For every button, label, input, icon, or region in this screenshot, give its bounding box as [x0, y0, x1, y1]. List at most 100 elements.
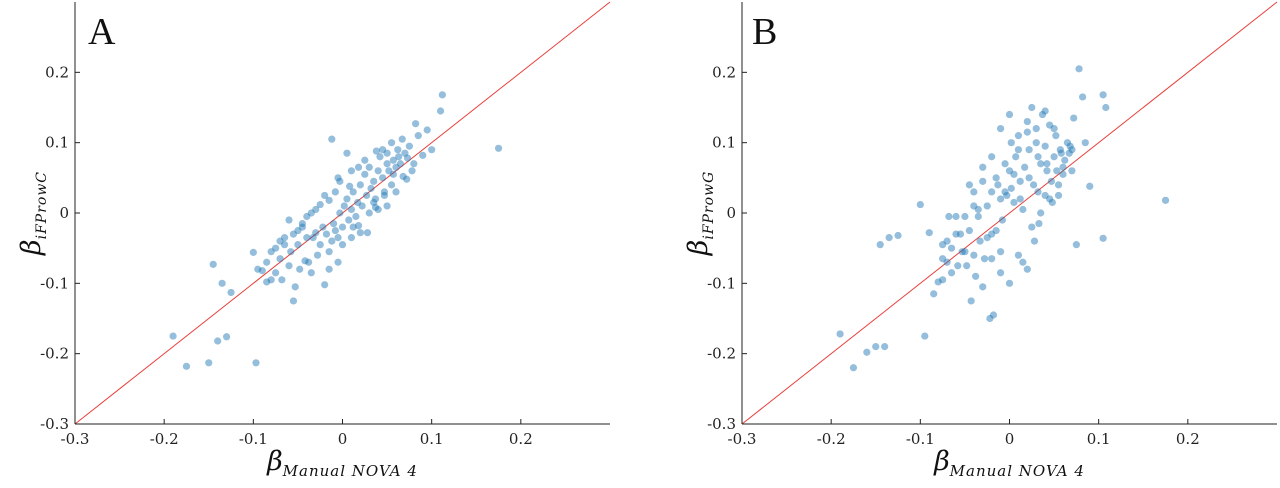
data-point [947, 269, 956, 277]
data-point [394, 146, 402, 154]
data-point [943, 258, 951, 266]
x-tick-label: -0.1 [906, 430, 935, 448]
data-point [1068, 167, 1076, 175]
data-point [983, 234, 991, 242]
data-point [316, 241, 324, 249]
data-point [336, 209, 344, 217]
data-point [1079, 93, 1087, 101]
data-point [307, 209, 315, 217]
data-point [313, 251, 322, 259]
y-tick-label: 0.1 [712, 134, 736, 152]
data-point [321, 281, 329, 289]
data-point [280, 234, 289, 242]
data-point [1007, 184, 1015, 192]
data-point [325, 248, 333, 256]
data-point [1041, 107, 1049, 115]
data-point [1023, 117, 1031, 126]
data-point [965, 226, 973, 235]
data-point [289, 230, 298, 238]
data-point [1028, 223, 1036, 231]
data-point [1005, 279, 1014, 287]
data-point [349, 188, 357, 196]
x-tick-label: -0.3 [728, 430, 757, 448]
data-point [1021, 163, 1029, 171]
data-point [1099, 234, 1107, 242]
data-point [1065, 149, 1073, 157]
data-point [1035, 219, 1043, 228]
data-point [287, 248, 295, 256]
data-point [356, 181, 364, 189]
data-point [412, 120, 420, 128]
data-point [849, 364, 858, 372]
data-point [1161, 196, 1170, 204]
data-point [939, 255, 947, 263]
data-point [1012, 153, 1020, 161]
data-point [1037, 209, 1045, 217]
data-point [392, 163, 400, 171]
y-tick-label: 0 [59, 204, 69, 222]
data-point [943, 237, 951, 245]
data-point [328, 135, 336, 143]
y-tick-label: -0.2 [707, 345, 736, 363]
data-point [989, 311, 998, 319]
data-point [408, 167, 416, 175]
data-point [988, 188, 996, 196]
data-point [996, 195, 1005, 203]
data-point [387, 181, 396, 189]
data-point [1068, 146, 1076, 154]
data-point [970, 202, 978, 210]
x-tick-label: 0.2 [1176, 430, 1200, 448]
data-point [278, 276, 286, 284]
data-point [380, 191, 389, 200]
x-tick-label: -0.2 [150, 430, 179, 448]
y-tick-label: -0.3 [40, 415, 69, 433]
data-point [267, 276, 275, 284]
data-point [436, 107, 445, 115]
data-point [1041, 142, 1049, 150]
data-point [361, 170, 369, 178]
data-point [325, 196, 333, 204]
data-point [1050, 153, 1058, 161]
data-point [263, 258, 271, 266]
data-point [249, 248, 257, 256]
data-point [367, 184, 375, 192]
data-point [1005, 110, 1014, 119]
data-point [218, 279, 226, 287]
data-point [336, 177, 344, 185]
data-point [970, 188, 978, 196]
data-point [947, 244, 956, 252]
data-point [379, 146, 387, 154]
data-point [395, 153, 403, 161]
data-point [372, 147, 380, 155]
data-point [1056, 146, 1064, 154]
panel-label: A [88, 11, 116, 53]
data-point [354, 222, 363, 230]
y-tick-label: 0.2 [45, 63, 69, 81]
data-point [347, 234, 356, 242]
data-point [1041, 191, 1049, 200]
data-point [356, 229, 364, 237]
data-point [1014, 146, 1023, 154]
data-point [958, 248, 966, 256]
data-point [1003, 191, 1011, 200]
identity-reference-line [741, 1, 1278, 425]
data-point [1075, 65, 1083, 73]
data-point [1052, 132, 1060, 140]
data-point [1081, 139, 1089, 147]
data-point [1054, 191, 1063, 200]
data-point [347, 205, 356, 214]
data-point [1010, 198, 1018, 207]
data-point [392, 188, 400, 196]
x-axis-label: βManual NOVA 4 [933, 446, 1085, 480]
data-point [916, 200, 924, 209]
data-point [956, 230, 965, 238]
data-point [374, 205, 382, 214]
data-point [361, 156, 369, 164]
data-point [325, 265, 333, 273]
data-point [329, 219, 338, 228]
data-point [1048, 198, 1056, 207]
data-point [996, 248, 1005, 256]
data-point [338, 223, 347, 231]
data-point [305, 258, 313, 266]
data-point [334, 234, 342, 242]
